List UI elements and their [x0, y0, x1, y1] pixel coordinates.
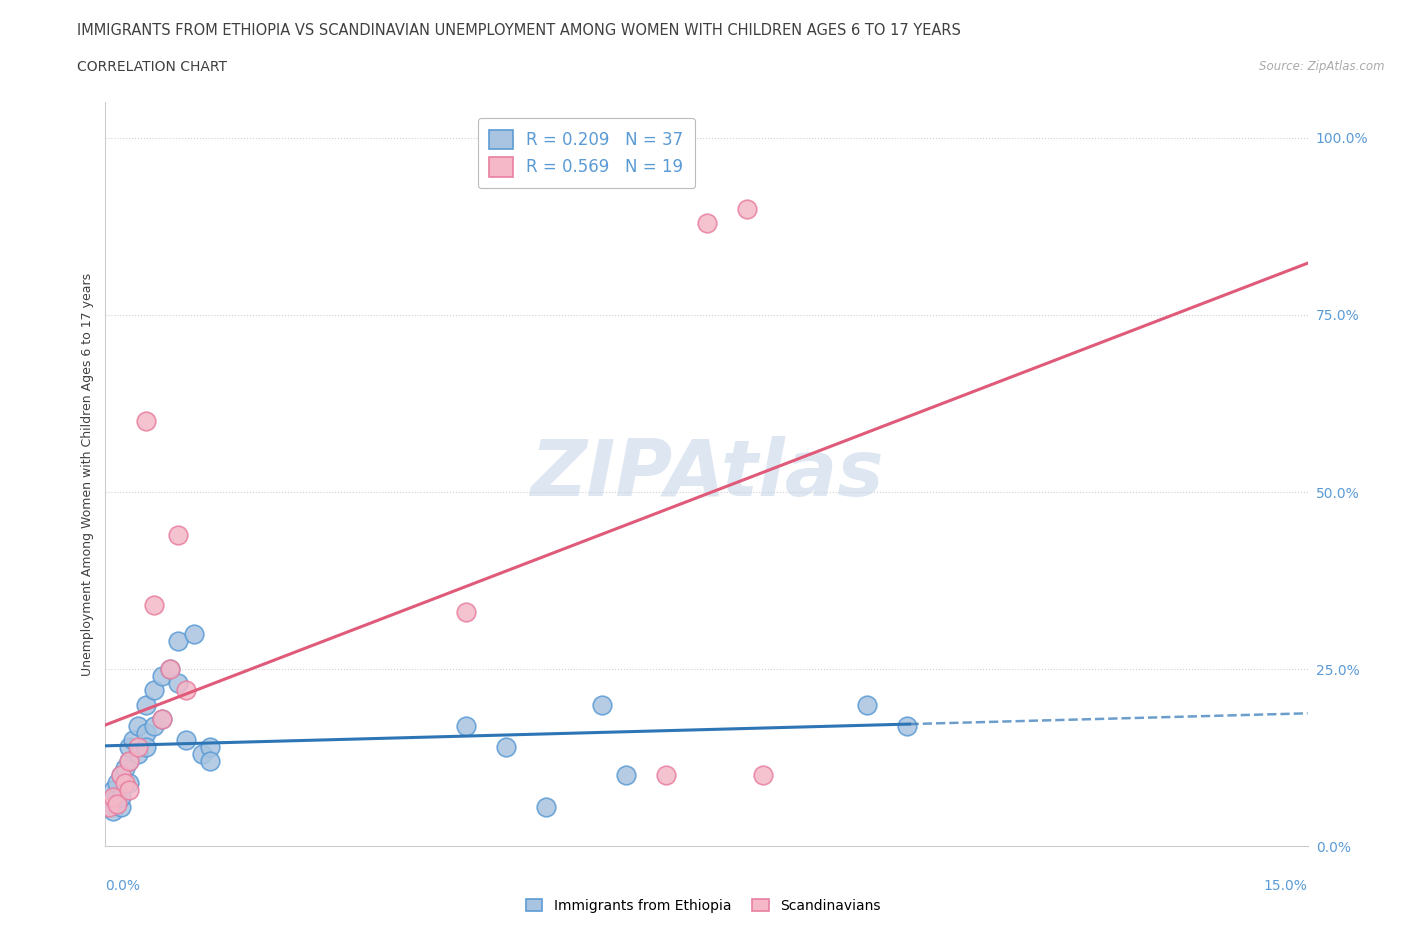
Point: [591, 698, 613, 712]
Y-axis label: Unemployment Among Women with Children Ages 6 to 17 years: Unemployment Among Women with Children A…: [82, 272, 94, 676]
Point: [855, 698, 877, 712]
Point: [696, 216, 718, 231]
Point: [150, 711, 173, 726]
Point: [127, 739, 149, 754]
Point: [655, 768, 678, 783]
Point: [110, 768, 132, 783]
Point: [118, 739, 141, 754]
Point: [107, 790, 129, 804]
Point: [159, 662, 181, 677]
Point: [174, 733, 197, 748]
Point: [103, 790, 125, 804]
Point: [142, 718, 165, 733]
Point: [114, 775, 136, 790]
Point: [110, 800, 132, 815]
Point: [118, 782, 141, 797]
Point: [166, 633, 188, 648]
Point: [183, 626, 205, 641]
Text: IMMIGRANTS FROM ETHIOPIA VS SCANDINAVIAN UNEMPLOYMENT AMONG WOMEN WITH CHILDREN : IMMIGRANTS FROM ETHIOPIA VS SCANDINAVIAN…: [77, 23, 962, 38]
Point: [174, 683, 197, 698]
Point: [198, 754, 221, 769]
Point: [735, 201, 758, 216]
Point: [454, 605, 477, 620]
Point: [107, 796, 129, 811]
Point: [616, 768, 638, 783]
Point: [495, 739, 517, 754]
Point: [135, 739, 157, 754]
Point: [159, 662, 181, 677]
Point: [150, 711, 173, 726]
Text: 15.0%: 15.0%: [1264, 879, 1308, 893]
Point: [127, 747, 149, 762]
Point: [103, 782, 125, 797]
Text: Source: ZipAtlas.com: Source: ZipAtlas.com: [1260, 60, 1385, 73]
Point: [142, 683, 165, 698]
Point: [896, 718, 918, 733]
Point: [122, 733, 145, 748]
Text: CORRELATION CHART: CORRELATION CHART: [77, 60, 228, 74]
Point: [751, 768, 773, 783]
Point: [135, 698, 157, 712]
Point: [142, 598, 165, 613]
Point: [534, 800, 557, 815]
Point: [198, 739, 221, 754]
Point: [103, 804, 125, 818]
Point: [110, 790, 132, 804]
Point: [135, 414, 157, 429]
Point: [166, 527, 188, 542]
Point: [150, 669, 173, 684]
Point: [110, 768, 132, 783]
Point: [118, 775, 141, 790]
Legend: R = 0.209   N = 37, R = 0.569   N = 19: R = 0.209 N = 37, R = 0.569 N = 19: [478, 118, 695, 188]
Point: [98, 800, 121, 815]
Point: [107, 775, 129, 790]
Point: [118, 754, 141, 769]
Legend: Immigrants from Ethiopia, Scandinavians: Immigrants from Ethiopia, Scandinavians: [520, 894, 886, 919]
Point: [166, 676, 188, 691]
Text: 0.0%: 0.0%: [105, 879, 141, 893]
Point: [127, 718, 149, 733]
Point: [98, 796, 121, 811]
Point: [190, 747, 212, 762]
Text: ZIPAtlas: ZIPAtlas: [530, 436, 883, 512]
Point: [454, 718, 477, 733]
Point: [118, 754, 141, 769]
Point: [135, 725, 157, 740]
Point: [114, 761, 136, 776]
